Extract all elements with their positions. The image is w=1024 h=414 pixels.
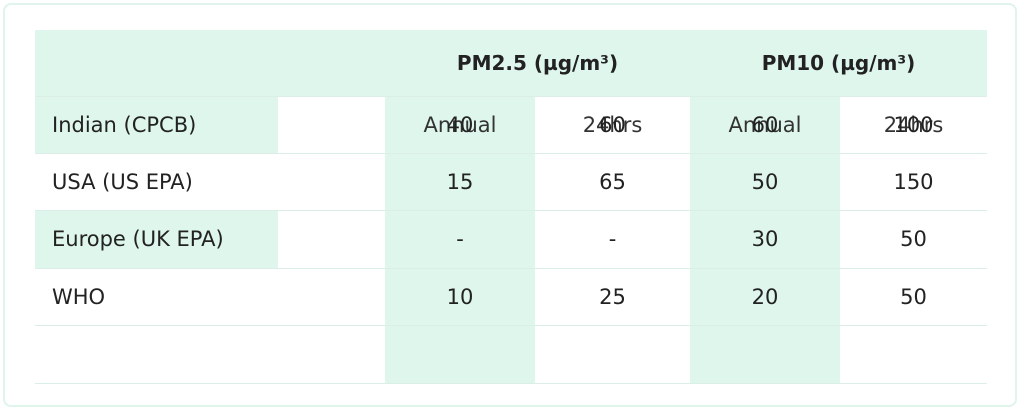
- table-cell: 60: [599, 112, 626, 137]
- row-divider: [35, 268, 987, 269]
- sub-header: 24hrs: [883, 112, 944, 137]
- header-background: [35, 30, 987, 96]
- table-frame: [3, 3, 1017, 407]
- row-divider: [35, 383, 987, 384]
- row-divider: [35, 153, 987, 154]
- group-header: PM2.5 (µg/m³): [456, 51, 619, 75]
- row-label: Europe (UK EPA): [52, 227, 224, 251]
- table-cell: 25: [599, 284, 626, 309]
- row-label-shade: [35, 210, 278, 268]
- table-cell: 50: [900, 227, 927, 251]
- table-cell: 150: [893, 169, 934, 194]
- table-cell: 60: [751, 112, 779, 137]
- row-divider: [35, 325, 987, 326]
- row-label: Indian (CPCB): [52, 112, 197, 137]
- row-label-shade: [35, 96, 278, 153]
- column-shade: [385, 96, 535, 383]
- table-cell: 50: [751, 169, 779, 194]
- sub-header: Annual: [423, 112, 497, 137]
- row-divider: [35, 210, 987, 211]
- table-cell: 65: [599, 169, 626, 194]
- row-label: USA (US EPA): [52, 169, 193, 194]
- group-header: PM10 (µg/m³): [761, 51, 916, 75]
- sub-header: Annual: [728, 112, 802, 137]
- table-cell: 20: [751, 284, 779, 309]
- table-cell: -: [608, 227, 617, 251]
- row-label: WHO: [52, 284, 106, 309]
- table-cell: 10: [446, 284, 474, 309]
- table-cell: 50: [900, 284, 927, 309]
- table-cell: 30: [751, 227, 779, 251]
- table-cell: -: [456, 227, 464, 251]
- table-cell: 40: [446, 112, 474, 137]
- table-cell: 15: [446, 169, 474, 194]
- column-shade: [690, 96, 840, 383]
- row-divider: [35, 96, 987, 97]
- sub-header: 24hrs: [582, 112, 643, 137]
- table-cell: 100: [893, 112, 934, 137]
